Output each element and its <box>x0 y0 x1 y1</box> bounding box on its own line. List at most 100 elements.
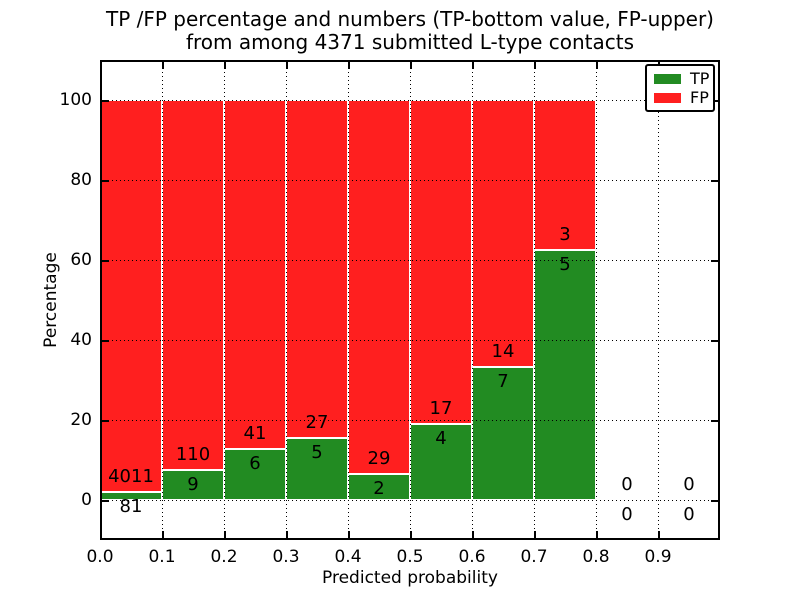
tp-count-label: 0 <box>683 504 695 525</box>
x-gridline <box>658 60 659 540</box>
fp-count-label: 0 <box>621 474 633 495</box>
y-tickmark-left <box>102 180 109 182</box>
x-tickmark-top <box>472 62 474 69</box>
y-tickmark-right <box>711 420 718 422</box>
x-tickmark-top <box>224 62 226 69</box>
y-tickmark-right <box>711 340 718 342</box>
x-axis-label: Predicted probability <box>322 568 498 588</box>
y-tick-label: 40 <box>70 330 92 350</box>
x-tickmark-bottom <box>224 531 226 538</box>
y-tickmark-left <box>102 500 109 502</box>
chart-title-line1: TP /FP percentage and numbers (TP-bottom… <box>106 7 714 31</box>
x-tick-label: 0.1 <box>148 547 176 567</box>
bar-segment-tp-1 <box>162 469 224 500</box>
y-tick-label: 100 <box>59 90 92 110</box>
legend-label-fp: FP <box>690 87 709 107</box>
y-tick-label: 20 <box>70 410 92 430</box>
x-tickmark-bottom <box>348 531 350 538</box>
legend-item-tp: TP <box>654 68 710 88</box>
y-tick-label: 0 <box>81 490 92 510</box>
fp-count-label: 41 <box>243 422 267 444</box>
x-tick-label: 0.3 <box>272 547 300 567</box>
x-gridline <box>224 60 225 540</box>
x-tick-label: 0.9 <box>644 547 672 567</box>
tp-count-label: 9 <box>187 473 199 495</box>
fp-count-label: 27 <box>305 411 329 433</box>
y-tickmark-left <box>102 260 109 262</box>
tp-count-label: 6 <box>249 452 261 474</box>
x-tick-label: 0.5 <box>396 547 424 567</box>
x-tickmark-top <box>534 62 536 69</box>
bar-segment-fp-4 <box>348 100 410 475</box>
legend-swatch-tp-icon <box>654 73 681 84</box>
bar-segment-tp-3 <box>286 437 348 500</box>
x-gridline <box>410 60 411 540</box>
x-tickmark-top <box>100 62 102 69</box>
x-tickmark-bottom <box>100 531 102 538</box>
tp-count-label: 5 <box>311 441 323 463</box>
chart-title: TP /FP percentage and numbers (TP-bottom… <box>100 8 720 54</box>
x-tick-label: 0.0 <box>86 547 114 567</box>
x-tick-label: 0.2 <box>210 547 238 567</box>
bar-segment-tp-4 <box>348 474 410 500</box>
tp-count-label: 81 <box>119 496 143 518</box>
y-tick-label: 60 <box>70 250 92 270</box>
bar-segment-fp-0 <box>100 100 162 493</box>
x-gridline <box>596 60 597 540</box>
fp-count-label: 17 <box>429 397 453 419</box>
bar-segment-tp-6 <box>472 366 534 500</box>
x-tickmark-bottom <box>286 531 288 538</box>
legend: TP FP <box>645 64 715 112</box>
plot-area: 4011 81 110 9 41 6 27 5 29 2 17 4 14 7 3 5 0 0 0 0 <box>100 60 720 540</box>
bar-segment-fp-3 <box>286 100 348 438</box>
tp-count-label: 4 <box>435 427 447 449</box>
tp-count-label: 0 <box>621 504 633 525</box>
x-tick-label: 0.7 <box>520 547 548 567</box>
x-gridline <box>286 60 287 540</box>
x-tickmark-bottom <box>658 531 660 538</box>
y-tickmark-left <box>102 340 109 342</box>
y-tickmark-right <box>711 180 718 182</box>
x-tickmark-bottom <box>410 531 412 538</box>
x-tickmark-top <box>162 62 164 69</box>
legend-swatch-fp-icon <box>654 92 681 103</box>
fp-count-label: 4011 <box>108 466 154 488</box>
x-tickmark-bottom <box>162 531 164 538</box>
tp-count-label: 2 <box>373 478 385 500</box>
fp-count-label: 29 <box>367 448 391 470</box>
fp-count-label: 0 <box>683 474 695 495</box>
x-tickmark-bottom <box>596 531 598 538</box>
y-tick-label: 80 <box>70 170 92 190</box>
x-gridline <box>472 60 473 540</box>
x-gridline <box>162 60 163 540</box>
x-tick-label: 0.4 <box>334 547 362 567</box>
bar-segment-fp-6 <box>472 100 534 367</box>
x-gridline <box>348 60 349 540</box>
tp-count-label: 7 <box>497 370 509 392</box>
x-tickmark-top <box>286 62 288 69</box>
x-tickmark-top <box>596 62 598 69</box>
bar-segment-fp-7 <box>534 100 596 250</box>
y-tickmark-right <box>711 500 718 502</box>
legend-item-fp: FP <box>654 87 709 107</box>
x-tick-label: 0.8 <box>582 547 610 567</box>
x-tickmark-bottom <box>472 531 474 538</box>
bar-segment-fp-5 <box>410 100 472 424</box>
bar-segment-tp-7 <box>534 250 596 500</box>
x-tickmark-top <box>348 62 350 69</box>
chart-title-line2: from among 4371 submitted L-type contact… <box>185 30 635 54</box>
x-tickmark-bottom <box>534 531 536 538</box>
bar-segment-fp-2 <box>224 100 286 449</box>
fp-count-label: 110 <box>175 443 211 465</box>
legend-label-tp: TP <box>690 68 710 88</box>
fp-count-label: 14 <box>491 340 515 362</box>
x-tickmark-top <box>410 62 412 69</box>
x-gridline <box>534 60 535 540</box>
tp-count-label: 5 <box>559 254 571 275</box>
fp-count-label: 3 <box>559 224 571 245</box>
y-tickmark-right <box>711 260 718 262</box>
bar-segment-fp-1 <box>162 100 224 470</box>
y-tickmark-left <box>102 100 109 102</box>
y-tickmark-left <box>102 420 109 422</box>
